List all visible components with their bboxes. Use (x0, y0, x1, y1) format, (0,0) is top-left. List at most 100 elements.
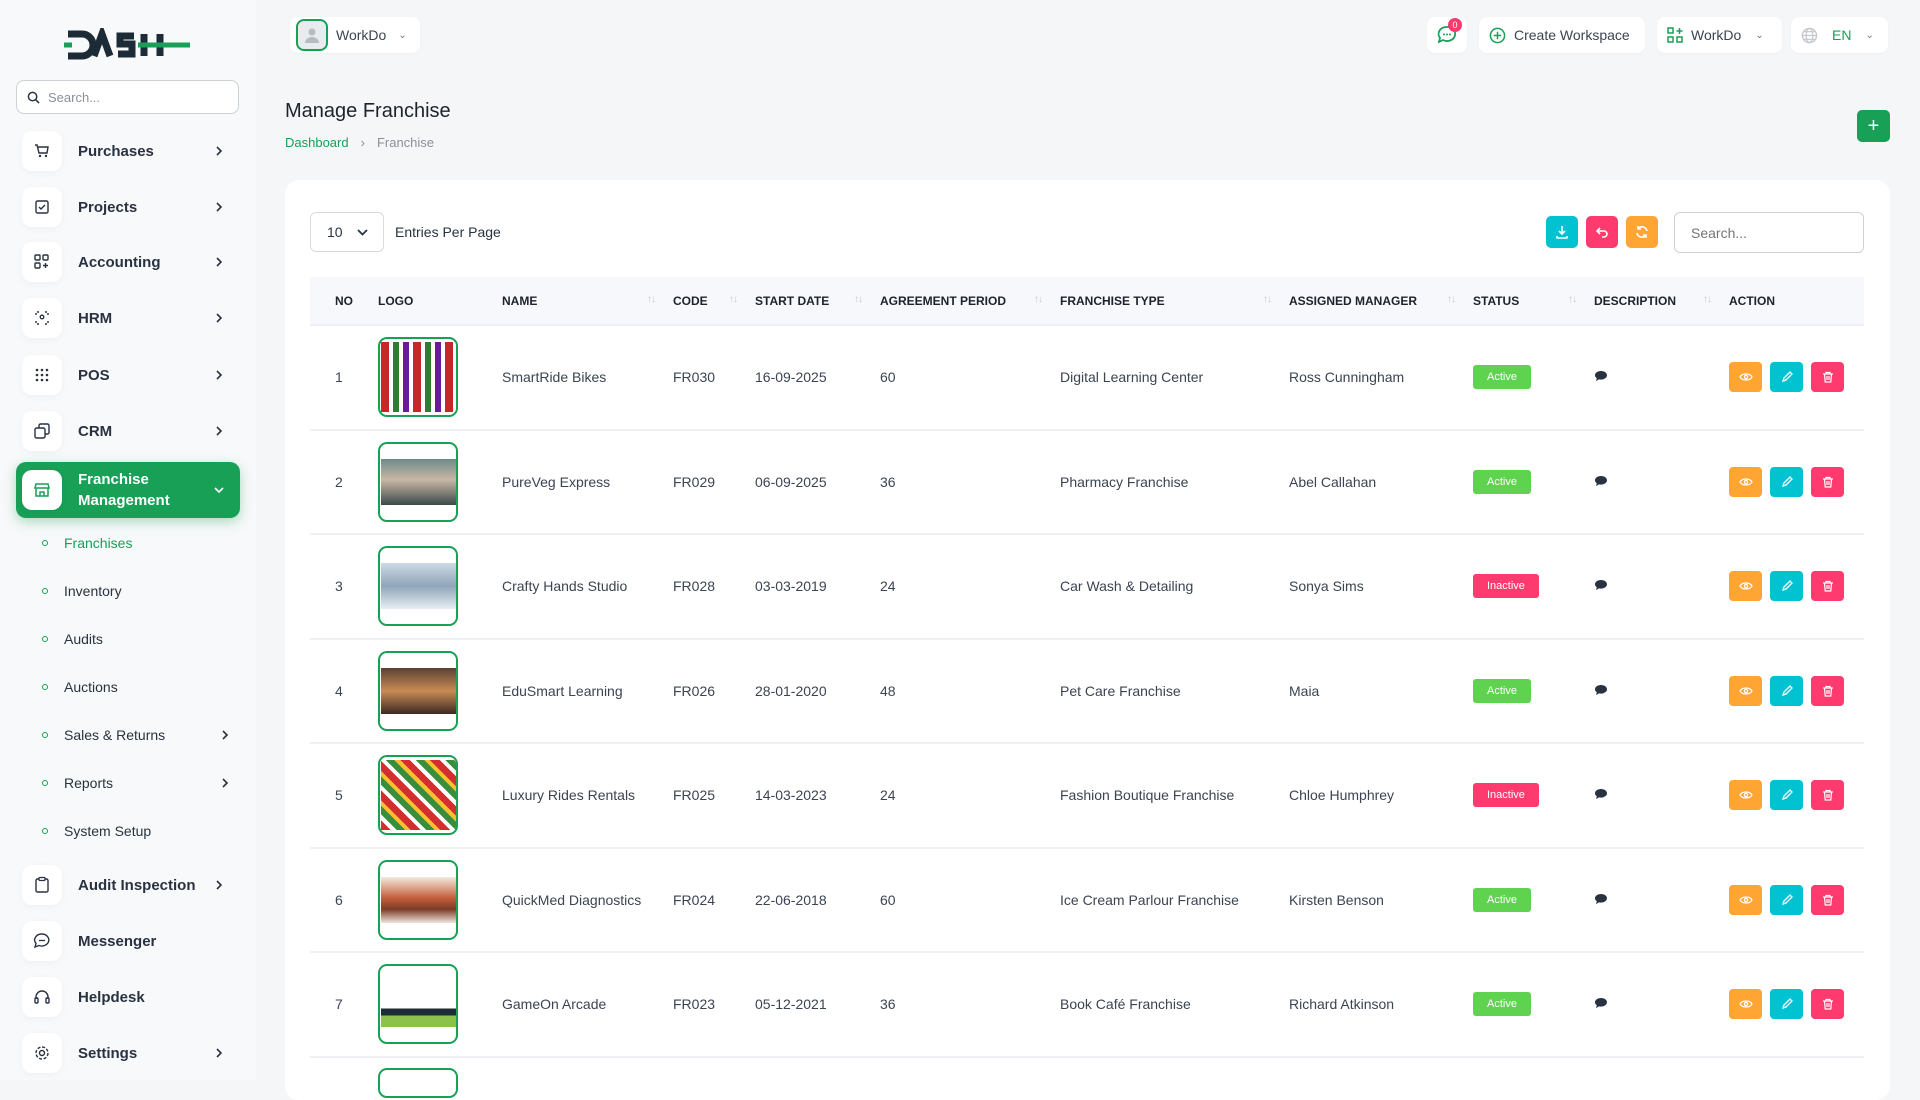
breadcrumb-dashboard[interactable]: Dashboard (285, 135, 349, 150)
sort-icon[interactable]: ↑↓ (1447, 294, 1456, 305)
sidebar-item-label: Purchases (78, 142, 154, 160)
entries-per-page-select[interactable]: 10 (310, 212, 384, 252)
sidebar-item-audit-inspection[interactable]: Audit Inspection (16, 859, 240, 911)
comment-icon[interactable] (1594, 370, 1608, 382)
edit-button[interactable] (1770, 780, 1803, 811)
sidebar-item-projects[interactable]: Projects (16, 181, 240, 233)
sort-icon[interactable]: ↑↓ (1034, 294, 1043, 305)
sort-icon[interactable]: ↑↓ (647, 294, 656, 305)
column-header-start-date[interactable]: START DATE ↑↓ (755, 277, 880, 326)
workspace-menu[interactable]: WorkDo ⌄ (1657, 17, 1782, 53)
sidebar-item-crm[interactable]: CRM (16, 405, 240, 457)
layers-icon (22, 411, 62, 451)
sidebar-subitem-label: Reports (64, 775, 114, 791)
view-button[interactable] (1729, 571, 1762, 602)
entries-value: 10 (327, 224, 343, 240)
language-selector[interactable]: EN ⌄ (1791, 17, 1888, 53)
sidebar-item-pos[interactable]: POS (16, 349, 240, 401)
add-franchise-button[interactable]: + (1857, 110, 1890, 142)
sidebar-item-hrm[interactable]: HRM (16, 292, 240, 344)
comment-icon[interactable] (1594, 475, 1608, 487)
view-button[interactable] (1729, 466, 1762, 497)
sort-icon[interactable]: ↑↓ (1568, 294, 1577, 305)
delete-button[interactable] (1811, 466, 1844, 497)
view-button[interactable] (1729, 362, 1762, 393)
start-date: 16-09-2025 (755, 325, 880, 431)
delete-button[interactable] (1811, 571, 1844, 602)
messages-button[interactable]: 0 (1427, 17, 1467, 53)
view-button[interactable] (1729, 780, 1762, 811)
sidebar-subitem-audits[interactable]: Audits (42, 631, 232, 647)
view-button[interactable] (1729, 884, 1762, 915)
sort-icon[interactable]: ↑↓ (729, 294, 738, 305)
view-button[interactable] (1729, 989, 1762, 1020)
status-badge: Inactive (1473, 783, 1539, 808)
grid-plus-icon (22, 242, 62, 282)
sidebar-subitem-sales-returns[interactable]: Sales & Returns (42, 727, 232, 743)
download-button[interactable] (1546, 216, 1578, 248)
row-number: 4 (310, 638, 378, 744)
comment-icon[interactable] (1594, 893, 1608, 905)
sidebar-subitem-reports[interactable]: Reports (42, 775, 232, 791)
bullet-icon (42, 588, 48, 594)
comment-icon[interactable] (1594, 684, 1608, 696)
sidebar-subitem-label: Inventory (64, 583, 122, 599)
comment-icon[interactable] (1594, 788, 1608, 800)
table-search-input[interactable] (1674, 212, 1864, 253)
trash-icon (1822, 894, 1833, 906)
column-header-status[interactable]: STATUS ↑↓ (1473, 277, 1594, 326)
column-header-name[interactable]: NAME ↑↓ (502, 277, 673, 326)
edit-button[interactable] (1770, 466, 1803, 497)
view-button[interactable] (1729, 675, 1762, 706)
edit-button[interactable] (1770, 989, 1803, 1020)
sidebar-subitem-auctions[interactable]: Auctions (42, 679, 232, 695)
edit-button[interactable] (1770, 884, 1803, 915)
franchise-logo (378, 650, 458, 731)
sidebar-item-franchise-management[interactable]: Franchise Management (16, 462, 240, 518)
sidebar-item-messenger[interactable]: Messenger (16, 915, 240, 967)
column-header-code[interactable]: CODE ↑↓ (673, 277, 755, 326)
breadcrumb: Dashboard › Franchise (285, 135, 434, 150)
sidebar-subitem-inventory[interactable]: Inventory (42, 583, 232, 599)
sidebar-item-accounting[interactable]: Accounting (16, 236, 240, 288)
refresh-button[interactable] (1626, 216, 1658, 248)
franchise-code: FR029 (673, 429, 755, 535)
sidebar-subitem-franchises[interactable]: Franchises (42, 535, 232, 551)
pencil-icon (1781, 684, 1793, 696)
franchise-type: Fashion Boutique Franchise (1060, 743, 1289, 849)
column-header-description[interactable]: DESCRIPTION ↑↓ (1594, 277, 1729, 326)
sidebar-item-label: Accounting (78, 253, 161, 271)
sidebar-item-settings[interactable]: Settings (16, 1027, 240, 1079)
delete-button[interactable] (1811, 780, 1844, 811)
column-header-label: AGREEMENT PERIOD (880, 293, 1007, 308)
chevron-right-icon (216, 1048, 223, 1058)
logo-image (380, 342, 456, 413)
sidebar-item-helpdesk[interactable]: Helpdesk (16, 971, 240, 1023)
undo-button[interactable] (1586, 216, 1618, 248)
franchise-logo (378, 859, 458, 940)
create-workspace-button[interactable]: Create Workspace (1479, 17, 1645, 53)
column-header-agreement-period[interactable]: AGREEMENT PERIOD ↑↓ (880, 277, 1060, 326)
edit-button[interactable] (1770, 362, 1803, 393)
chevron-down-icon (214, 487, 224, 494)
sort-icon[interactable]: ↑↓ (1703, 294, 1712, 305)
comment-icon[interactable] (1594, 579, 1608, 591)
delete-button[interactable] (1811, 989, 1844, 1020)
sidebar-item-purchases[interactable]: Purchases (16, 125, 240, 177)
delete-button[interactable] (1811, 362, 1844, 393)
row-number: 1 (310, 325, 378, 431)
delete-button[interactable] (1811, 884, 1844, 915)
start-date: 28-01-2020 (755, 638, 880, 744)
sort-icon[interactable]: ↑↓ (854, 294, 863, 305)
column-header-franchise-type[interactable]: FRANCHISE TYPE ↑↓ (1060, 277, 1289, 326)
sort-icon[interactable]: ↑↓ (1263, 294, 1272, 305)
sidebar-search[interactable]: Search... (16, 80, 239, 114)
delete-button[interactable] (1811, 675, 1844, 706)
edit-button[interactable] (1770, 571, 1803, 602)
comment-icon[interactable] (1594, 997, 1608, 1009)
workspace-selector[interactable]: WorkDo ⌄ (290, 17, 420, 53)
status-badge: Active (1473, 469, 1531, 494)
edit-button[interactable] (1770, 675, 1803, 706)
sidebar-subitem-system-setup[interactable]: System Setup (42, 823, 232, 839)
column-header-assigned-manager[interactable]: ASSIGNED MANAGER ↑↓ (1289, 277, 1473, 326)
